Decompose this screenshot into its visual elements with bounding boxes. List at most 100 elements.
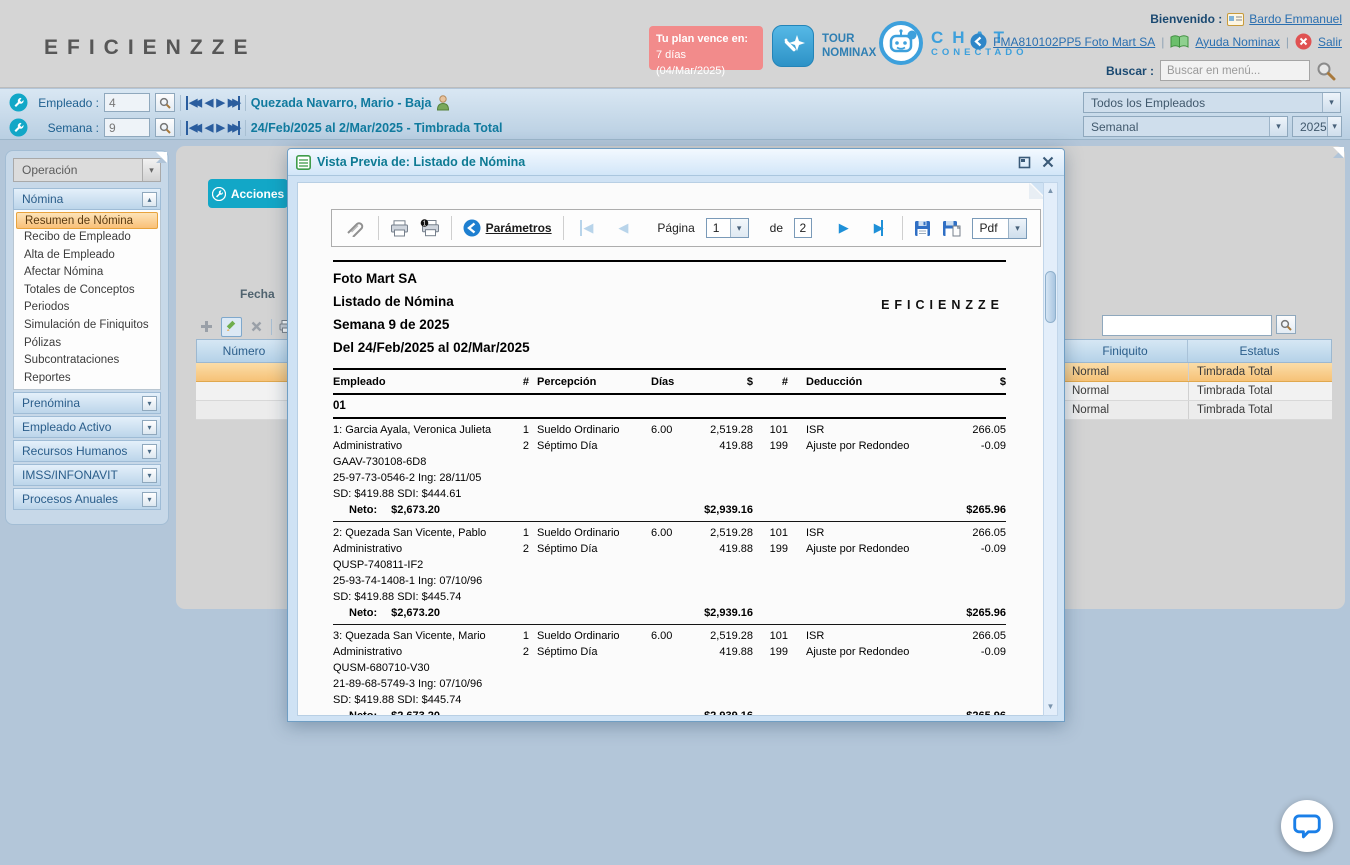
- collapse-icon[interactable]: ▴: [142, 191, 157, 207]
- chevron-down-icon[interactable]: [1327, 117, 1341, 136]
- first-record-button[interactable]: ◀◀: [186, 95, 202, 110]
- chevron-down-icon[interactable]: [1007, 218, 1026, 238]
- sidebar-section-procesos-anuales[interactable]: Procesos Anuales ▾: [13, 488, 161, 511]
- grid-search-input[interactable]: [1102, 315, 1272, 336]
- app-header: EFICIENZZE Tu plan vence en: 7 días (04/…: [0, 0, 1350, 88]
- employee-nav-buttons: ◀◀ ◀ ▶ ▶▶: [186, 95, 241, 110]
- operation-select[interactable]: Operación: [13, 158, 161, 182]
- close-button[interactable]: [1039, 154, 1056, 171]
- chevron-down-icon[interactable]: [1322, 93, 1340, 112]
- report-employee-block: 3: Quezada San Vicente, Mario 1 Sueldo O…: [333, 628, 1006, 716]
- sidebar-item-simulacion-de-finiquitos[interactable]: Simulación de Finiquitos: [24, 318, 149, 331]
- preview-scrollbar[interactable]: ▲ ▼: [1043, 182, 1058, 716]
- logout-link[interactable]: Salir: [1317, 34, 1342, 49]
- sidebar-item-polizas[interactable]: Pólizas: [24, 336, 62, 349]
- delete-row-button[interactable]: [246, 317, 267, 337]
- week-search-button[interactable]: [155, 118, 175, 137]
- perceptions-total: $2,939.16: [704, 710, 753, 716]
- divider: [244, 94, 246, 111]
- report-range: Del 24/Feb/2025 al 02/Mar/2025: [333, 340, 530, 355]
- sidebar-item-totales-de-conceptos[interactable]: Totales de Conceptos: [24, 283, 135, 296]
- sidebar-section-empleado-activo[interactable]: Empleado Activo ▾: [13, 416, 161, 439]
- livechat-button[interactable]: [1281, 800, 1333, 852]
- save-button[interactable]: [914, 220, 931, 237]
- sidebar-item-subcontrataciones[interactable]: Subcontrataciones: [24, 354, 120, 367]
- chevron-down-icon[interactable]: [1269, 117, 1287, 136]
- deductions-total: $265.96: [966, 607, 1006, 619]
- preview-modal: Vista Previa de: Listado de Nómina 1: [287, 148, 1065, 722]
- expand-icon[interactable]: ▾: [142, 467, 157, 483]
- print-current-page-button[interactable]: 1: [420, 219, 440, 237]
- chevron-down-icon[interactable]: [729, 219, 748, 237]
- wrench-icon[interactable]: [9, 93, 28, 112]
- period-type-select[interactable]: Semanal: [1083, 116, 1288, 137]
- scroll-down-arrow[interactable]: ▼: [1046, 701, 1055, 711]
- employee-search-button[interactable]: [155, 93, 175, 112]
- employee-sd: SD: $419.88 SDI: $444.61: [333, 488, 462, 500]
- page-number-select[interactable]: 1: [705, 218, 749, 238]
- id-card-icon: [1227, 12, 1245, 26]
- search-icon: [159, 122, 171, 134]
- sidebar-section-prenomina[interactable]: Prenómina ▾: [13, 392, 161, 415]
- column-numero[interactable]: Número: [197, 340, 292, 362]
- week-number-input[interactable]: [104, 118, 150, 137]
- all-employees-select[interactable]: Todos los Empleados: [1083, 92, 1341, 113]
- plus-icon: [201, 321, 212, 332]
- previous-page-button[interactable]: ◀: [618, 220, 629, 235]
- sidebar-section-nomina[interactable]: Nómina ▴: [13, 188, 161, 210]
- wrench-icon[interactable]: [9, 118, 28, 137]
- expand-icon[interactable]: ▾: [142, 443, 157, 459]
- previous-week-button[interactable]: ◀: [204, 121, 214, 134]
- svg-text:1: 1: [422, 221, 426, 228]
- scroll-up-arrow[interactable]: ▲: [1046, 185, 1055, 195]
- last-week-button[interactable]: ▶▶: [228, 120, 241, 135]
- sidebar-item-reportes[interactable]: Reportes: [24, 371, 71, 384]
- next-page-button[interactable]: ▶: [838, 220, 849, 235]
- sidebar-item-resumen-de-nomina[interactable]: Resumen de Nómina: [16, 212, 158, 229]
- tour-nominax-button[interactable]: TOUR NOMINAX: [772, 25, 876, 67]
- menu-search-input[interactable]: [1160, 60, 1310, 81]
- plan-expiry-line2: 7 días (04/Mar/2025): [656, 49, 726, 77]
- employee-number-input[interactable]: [104, 93, 150, 112]
- expand-icon[interactable]: ▾: [142, 419, 157, 435]
- column-estatus[interactable]: Estatus: [1239, 344, 1280, 358]
- help-link[interactable]: Ayuda Nominax: [1195, 34, 1280, 49]
- first-page-button[interactable]: ◀: [580, 220, 593, 236]
- report-rule: [333, 260, 1006, 262]
- search-icon[interactable]: [1316, 61, 1336, 81]
- expand-icon[interactable]: ▾: [142, 491, 157, 507]
- print-button[interactable]: [390, 219, 409, 237]
- last-record-button[interactable]: ▶▶: [228, 95, 241, 110]
- add-row-button[interactable]: [196, 317, 217, 337]
- sidebar-item-periodos[interactable]: Periodos: [24, 301, 70, 314]
- sidebar-item-recibo-de-empleado[interactable]: Recibo de Empleado: [24, 231, 131, 243]
- year-select[interactable]: 2025: [1292, 116, 1342, 137]
- column-finiquito[interactable]: Finiquito: [1063, 340, 1188, 362]
- grid-search-button[interactable]: [1276, 315, 1296, 334]
- last-page-button[interactable]: ▶: [874, 220, 884, 236]
- edit-row-button[interactable]: [221, 316, 242, 337]
- modal-titlebar[interactable]: Vista Previa de: Listado de Nómina: [288, 149, 1064, 176]
- sidebar-item-afectar-nomina[interactable]: Afectar Nómina: [24, 266, 104, 279]
- sidebar-section-recursos-humanos[interactable]: Recursos Humanos ▾: [13, 440, 161, 463]
- scrollbar-thumb[interactable]: [1045, 271, 1056, 323]
- sidebar-item-alta-de-empleado[interactable]: Alta de Empleado: [24, 248, 115, 261]
- next-week-button[interactable]: ▶: [216, 121, 225, 134]
- parameters-button[interactable]: Parámetros: [463, 219, 552, 237]
- company-link[interactable]: FMA810102PP5 Foto Mart SA: [993, 34, 1156, 49]
- employee-name: 1: Garcia Ayala, Veronica Julieta: [333, 424, 492, 436]
- panel-corner: [1333, 147, 1344, 158]
- export-button[interactable]: [942, 220, 961, 237]
- user-name-link[interactable]: Bardo Emmanuel: [1249, 12, 1342, 26]
- next-record-button[interactable]: ▶: [216, 96, 225, 109]
- first-week-button[interactable]: ◀◀: [186, 120, 202, 135]
- expand-icon[interactable]: ▾: [142, 395, 157, 411]
- export-format-select[interactable]: Pdf: [971, 217, 1027, 239]
- chevron-down-icon[interactable]: [142, 159, 160, 181]
- back-arrow-icon[interactable]: [970, 33, 987, 50]
- previous-record-button[interactable]: ◀: [204, 96, 214, 109]
- maximize-button[interactable]: [1016, 154, 1033, 171]
- sidebar-section-imss-infonavit[interactable]: IMSS/INFONAVIT ▾: [13, 464, 161, 487]
- acciones-button[interactable]: Acciones: [208, 179, 288, 208]
- paperclip-icon[interactable]: [345, 219, 367, 237]
